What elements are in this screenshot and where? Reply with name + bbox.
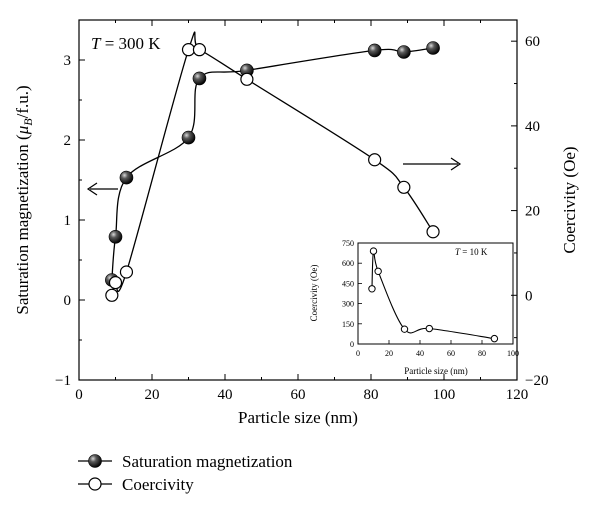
left-y-tick-label: 1	[64, 213, 72, 229]
x-tick-label: 40	[218, 387, 233, 403]
x-tick-label: 100	[433, 387, 456, 403]
right-y-tick-label: −20	[525, 373, 548, 389]
coercivity-point	[397, 180, 411, 194]
inset-x-tick-label: 20	[385, 349, 393, 358]
plot-frame	[78, 19, 518, 381]
legend: Saturation magnetization Coercivity	[78, 452, 293, 494]
left-y-tick-label: 0	[64, 293, 72, 309]
coercivity-point	[181, 43, 196, 57]
inset-coercivity-point	[374, 267, 382, 275]
x-axis-label: Particle size (nm)	[238, 408, 358, 427]
right-y-tick-label: 0	[525, 288, 533, 304]
temperature-annotation: T = 300 K	[91, 34, 161, 53]
inset-y-tick-label: 300	[342, 300, 354, 309]
inset-frame	[357, 242, 514, 345]
legend-entry-coercivity: Coercivity	[78, 475, 194, 494]
inset-y-tick-label: 450	[342, 279, 354, 288]
saturation-magnetization-point	[108, 230, 123, 244]
x-tick-label: 20	[145, 387, 160, 403]
inset-y-tick-label: 750	[342, 239, 354, 248]
left-y-tick-label: 2	[64, 133, 72, 149]
inset-coercivity-point	[400, 325, 409, 333]
x-tick-label: 0	[75, 387, 83, 403]
inset-coercivity-point	[369, 247, 378, 255]
coercivity-point	[105, 288, 119, 302]
left-y-axis-label: Saturation magnetization (μB/f.u.)	[13, 85, 35, 314]
inset-x-tick-label: 60	[447, 349, 455, 358]
legend-entry-saturation-magnetization: Saturation magnetization	[78, 452, 293, 471]
coercivity-point	[192, 43, 207, 57]
saturation-magnetization-point	[181, 130, 196, 145]
coercivity-point	[119, 265, 134, 279]
inset-y-axis-label: Coercivity (Oe)	[309, 265, 319, 322]
inset-coercivity-point	[425, 324, 433, 333]
saturation-magnetization-curve	[111, 47, 434, 281]
data-markers	[105, 41, 440, 302]
inset-coercivity-curve	[371, 250, 495, 340]
right-y-tick-label: 20	[525, 204, 540, 220]
inset-x-axis-label: Particle size (nm)	[404, 366, 467, 376]
left-y-tick-label: 3	[64, 53, 72, 69]
inset-y-tick-label: 150	[342, 320, 354, 329]
left-axis-arrow	[86, 182, 118, 196]
inset-coercivity-point	[490, 334, 499, 343]
coercivity-point	[368, 153, 382, 167]
inset-x-tick-label: 80	[478, 349, 486, 358]
inset-chart: 0 20 40 60 80 100 0 150 300 450 600 750 T = 10 K Pa…	[309, 239, 519, 376]
inset-coercivity-point	[368, 285, 376, 293]
inset-temperature-annotation: T = 10 K	[455, 247, 488, 257]
coercivity-point	[108, 275, 123, 290]
x-tick-label: 80	[364, 387, 379, 403]
legend-label-saturation-magnetization: Saturation magnetization	[122, 452, 293, 471]
fit-curves	[111, 31, 434, 296]
legend-label-coercivity: Coercivity	[122, 475, 194, 494]
saturation-magnetization-point	[426, 41, 440, 55]
inset-x-tick-label: 0	[356, 349, 360, 358]
right-y-axis-label: Coercivity (Oe)	[560, 146, 579, 253]
right-y-tick-label: 40	[525, 119, 540, 135]
saturation-magnetization-point	[192, 71, 207, 86]
saturation-magnetization-point	[119, 170, 134, 185]
inset-x-tick-label: 40	[416, 349, 424, 358]
right-y-tick-label: 60	[525, 34, 540, 50]
coercivity-point	[426, 225, 440, 239]
inset-y-tick-label: 600	[342, 259, 354, 268]
x-tick-label: 60	[291, 387, 306, 403]
x-tick-label: 120	[506, 387, 529, 403]
right-axis-arrow	[403, 157, 462, 171]
coercivity-curve	[111, 31, 434, 296]
saturation-magnetization-point	[397, 45, 411, 59]
left-y-tick-label: −1	[55, 373, 71, 389]
inset-y-tick-label: 0	[350, 340, 354, 349]
inset-x-tick-label: 100	[507, 349, 519, 358]
saturation-magnetization-point	[367, 43, 382, 58]
coercivity-point	[240, 72, 254, 86]
